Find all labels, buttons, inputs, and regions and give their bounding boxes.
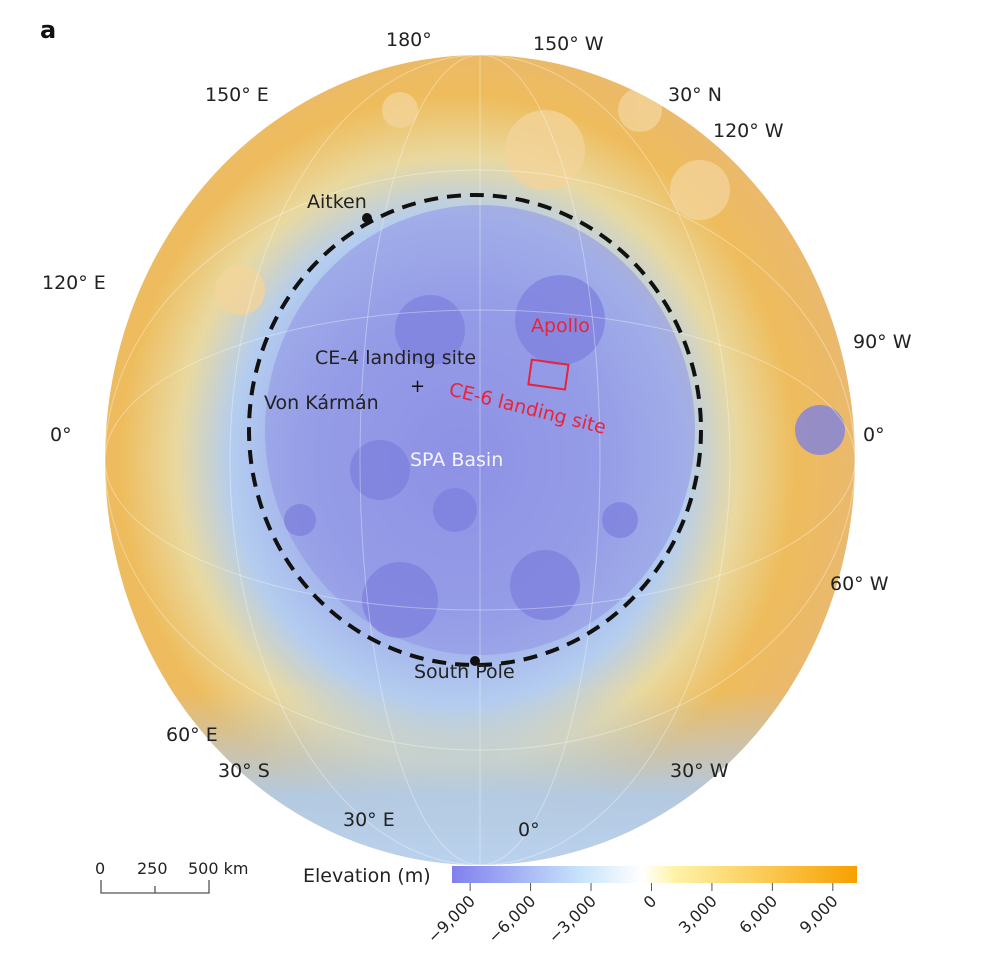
aitken-marker [362,213,372,223]
panel-label: a [40,16,56,44]
scale-bar: 0 250 500 km [95,859,248,894]
label-von-karman: Von Kármán [264,392,379,414]
colorbar-tick-label: 0 [640,891,661,912]
lat-30n: 30° N [668,84,722,106]
lat-0-left: 0° [50,424,72,446]
south-pole-marker [470,656,480,666]
craters [284,275,845,638]
colorbar: Elevation (m) −9,000 −6,000 −3,000 0 3,000 6,… [303,865,857,947]
colorbar-tick-label: 6,000 [735,891,781,937]
label-ce4: CE-4 landing site [315,347,476,369]
scale-tick-250: 250 [137,859,168,878]
graticule-labels: 180° 150° W 150° E 30° N 120° W 120° E 9… [42,29,912,841]
lon-30w: 30° W [670,760,729,782]
lon-0: 0° [518,819,540,841]
colorbar-tick-label: 3,000 [675,891,721,937]
spa-basin-outline [247,193,703,667]
colorbar-tick-label: −3,000 [545,891,600,946]
colorbar-gradient [452,866,857,883]
scale-tick-500: 500 km [188,859,248,878]
label-apollo: Apollo [531,315,590,337]
ce6-landing-box [527,358,570,391]
lon-150w: 150° W [533,33,604,55]
lon-120w: 120° W [713,120,784,142]
highland-craters [215,88,730,315]
lat-30s: 30° S [218,760,270,782]
colorbar-title: Elevation (m) [303,865,431,887]
lon-30e: 30° E [343,809,395,831]
lon-60e: 60° E [166,724,218,746]
label-spa-basin: SPA Basin [410,449,503,471]
lon-120e: 120° E [42,272,106,294]
lon-180: 180° [386,29,432,51]
lon-150e: 150° E [205,84,269,106]
colorbar-tick-label: 9,000 [796,891,842,937]
label-aitken: Aitken [307,191,367,213]
label-south-pole: South Pole [414,661,515,683]
lon-90w: 90° W [853,331,912,353]
lat-0-right: 0° [863,424,885,446]
colorbar-tick-label: −9,000 [424,891,479,946]
colorbar-tick-label: −6,000 [484,891,539,946]
scale-tick-0: 0 [95,859,105,878]
graticule [105,55,855,865]
ce4-marker: + [410,376,425,397]
lon-60w: 60° W [830,573,889,595]
